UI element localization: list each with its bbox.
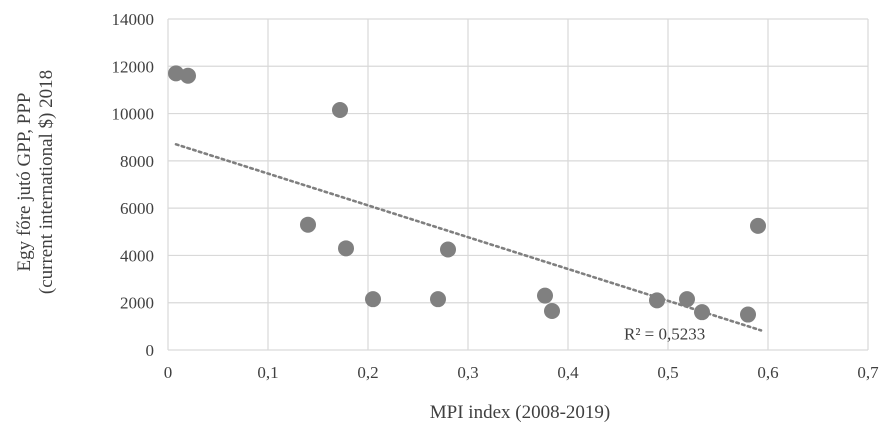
y-tick-label: 14000 bbox=[112, 10, 155, 29]
data-point bbox=[649, 292, 665, 309]
x-tick-label: 0,2 bbox=[357, 363, 378, 382]
data-point bbox=[440, 241, 456, 258]
data-point bbox=[694, 304, 710, 321]
data-point bbox=[332, 102, 348, 119]
y-tick-label: 6000 bbox=[120, 199, 154, 218]
y-axis-title-line-1: Egy főre jutó GPP, PPP bbox=[14, 93, 35, 272]
x-tick-label: 0,6 bbox=[757, 363, 778, 382]
data-point bbox=[537, 287, 553, 304]
x-tick-label: 0,3 bbox=[457, 363, 478, 382]
y-tick-label: 10000 bbox=[112, 105, 155, 124]
data-point bbox=[740, 306, 756, 323]
r-squared-label: R² = 0,5233 bbox=[624, 324, 705, 343]
data-point bbox=[365, 291, 381, 308]
x-axis-title: MPI index (2008-2019) bbox=[430, 402, 610, 423]
data-point bbox=[180, 67, 196, 84]
x-tick-label: 0,4 bbox=[557, 363, 579, 382]
data-point bbox=[300, 216, 316, 233]
data-point bbox=[750, 217, 766, 234]
data-point bbox=[168, 65, 184, 82]
data-point bbox=[679, 291, 695, 308]
y-axis-title: Egy főre jutó GPP, PPP (current internat… bbox=[14, 70, 57, 294]
data-point bbox=[338, 240, 354, 257]
x-tick-label: 0,5 bbox=[657, 363, 678, 382]
y-tick-label: 2000 bbox=[120, 294, 154, 313]
x-tick-label: 0,1 bbox=[257, 363, 278, 382]
data-point bbox=[544, 302, 560, 319]
y-tick-label: 8000 bbox=[120, 152, 154, 171]
y-tick-label: 12000 bbox=[112, 57, 155, 76]
x-tick-label: 0 bbox=[164, 363, 173, 382]
y-axis-title-line-2: (current international $) 2018 bbox=[36, 70, 57, 294]
gridlines bbox=[167, 18, 869, 351]
y-tick-label: 4000 bbox=[120, 246, 154, 265]
tick-labels: 0 2000 4000 6000 8000 10000 12000 14000 0 0,1 0,2 0… bbox=[112, 10, 880, 382]
x-tick-label: 0,7 bbox=[857, 363, 879, 382]
data-points bbox=[168, 65, 766, 323]
data-point bbox=[430, 291, 446, 308]
y-tick-label: 0 bbox=[146, 341, 155, 360]
